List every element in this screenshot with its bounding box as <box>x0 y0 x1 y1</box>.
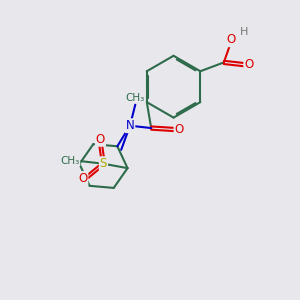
Text: H: H <box>239 27 248 38</box>
Text: O: O <box>175 123 184 136</box>
Text: S: S <box>100 157 107 170</box>
Text: O: O <box>96 133 105 146</box>
Text: N: N <box>126 119 134 132</box>
Text: O: O <box>78 172 87 185</box>
Text: CH₃: CH₃ <box>61 156 80 166</box>
Text: CH₃: CH₃ <box>126 93 145 103</box>
Text: O: O <box>226 33 236 46</box>
Text: O: O <box>244 58 254 71</box>
